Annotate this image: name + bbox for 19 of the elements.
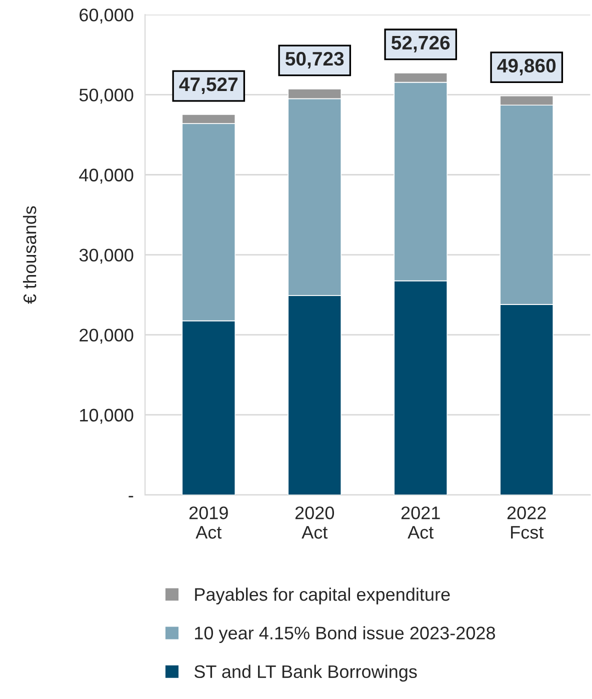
y-tick-label: - — [128, 496, 134, 498]
legend-label: ST and LT Bank Borrowings — [194, 664, 417, 682]
x-tick-label: 2021 Act — [401, 506, 440, 539]
x-tick-label: 2022 Fcst — [507, 506, 546, 539]
legend-label: 10 year 4.15% Bond issue 2023-2028 — [195, 626, 496, 644]
total-label: 49,860 — [497, 58, 556, 76]
y-tick-label: 30,000 — [79, 248, 134, 264]
y-axis-title: € thousands — [22, 206, 36, 304]
y-tick-label: 50,000 — [79, 88, 134, 104]
total-label: 50,723 — [286, 52, 344, 68]
y-tick-label: 10,000 — [80, 408, 134, 424]
x-tick-label: 2020 Act — [295, 506, 334, 539]
total-label: 52,726 — [391, 36, 450, 52]
legend-label: Payables for capital expenditure — [195, 588, 450, 604]
y-tick-label: 40,000 — [79, 168, 134, 184]
x-tick-label: 2019 Act — [189, 506, 228, 539]
y-tick-label: 60,000 — [80, 8, 134, 24]
y-tick-label: 20,000 — [80, 328, 134, 344]
total-label: 47,527 — [179, 77, 238, 94]
